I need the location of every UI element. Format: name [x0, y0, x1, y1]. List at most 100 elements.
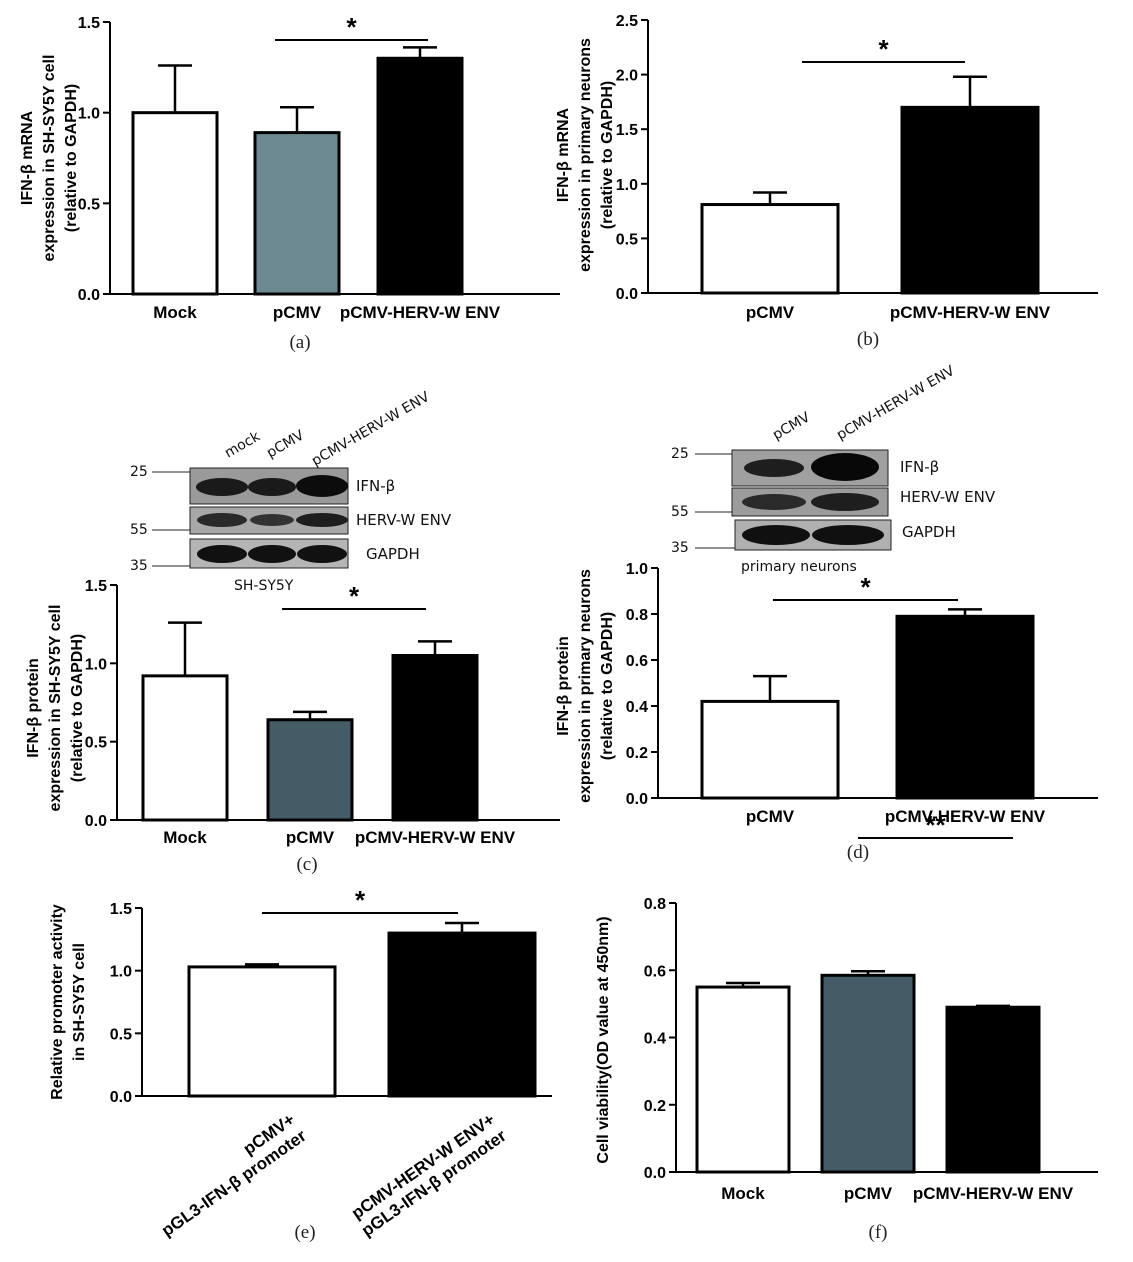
blot-band [296, 475, 348, 497]
blot-lane-label: pCMV [264, 427, 307, 461]
x-category-label: pCMV-HERV-W ENV [913, 1184, 1074, 1203]
y-tick-label: 1.5 [85, 578, 107, 595]
blot-band [197, 513, 247, 527]
bar-2 [253, 131, 341, 296]
y-axis-title-line: (relative to GAPDH) [599, 81, 616, 229]
chart-d-protein-primary-neurons: 0.0 0.2 0.4 0.6 0.8 1.0 pCMV pCMV-HERV-W ENV IFN… [555, 561, 1098, 863]
y-tick-label: 1.0 [616, 177, 638, 194]
y-axis-title: IFN-β protein expression in primary neuro… [555, 569, 616, 803]
x-category-label: pCMV [273, 303, 322, 322]
bar-3 [945, 1005, 1041, 1174]
y-tick-label: 0.5 [110, 1026, 132, 1043]
x-category-line: pCMV-HERV-W ENV+ [348, 1110, 498, 1223]
y-axis-title-line: IFN-β mRNA [19, 110, 36, 205]
bar-2 [900, 105, 1040, 295]
y-tick-label: 0.4 [626, 699, 648, 716]
y-axis-title-line: expression in primary neurons [577, 38, 594, 272]
y-axis-title-line: expression in SH-SY5Y cell [47, 605, 64, 812]
y-tick-label: 0.5 [85, 735, 107, 752]
panel-label: (b) [857, 329, 879, 350]
y-axis-title-line: Cell viability(OD value at 450nm) [595, 916, 612, 1163]
y-axis-title-line: (relative to GAPDH) [69, 634, 86, 782]
marker-label: 25 [130, 464, 148, 480]
blot-lane-label: mock [222, 428, 264, 461]
blot-lane-labels: mock pCMV pCMV-HERV-W ENV [222, 389, 433, 470]
y-tick-label: 1.0 [626, 561, 648, 578]
y-tick-label: 1.0 [110, 964, 132, 981]
significance-marker: * [346, 12, 357, 42]
y-tick-label: 0.0 [616, 286, 638, 303]
bar-2 [387, 931, 537, 1098]
y-tick-label: 0.6 [626, 653, 648, 670]
bar-1 [141, 674, 229, 822]
bar-3 [391, 654, 479, 822]
y-tick-label: 2.5 [616, 13, 638, 30]
chart-c-protein-shsy5y: 0.0 0.5 1.0 1.5 Mock pCMV pCMV-HERV-W ENV IFN-β… [25, 578, 560, 875]
y-axis-title-line: IFN-β protein [25, 658, 42, 758]
y-axis-title: Relative promoter activity in SH-SY5Y cel… [49, 904, 88, 1100]
x-category-label: Mock [163, 828, 207, 847]
chart-b-mrna-primary-neurons: 0.0 0.5 1.0 1.5 2.0 2.5 pCMV pCMV-HERV-W ENV IFN… [555, 13, 1098, 350]
y-tick-label: 1.0 [85, 656, 107, 673]
bar-2 [820, 973, 916, 1174]
bar-1 [695, 985, 791, 1174]
bar-1 [700, 699, 840, 800]
x-category-label: pCMV-HERV-W ENV [885, 807, 1046, 826]
blot-band [196, 478, 248, 496]
y-tick-label: 2.0 [616, 68, 638, 85]
significance-marker: * [878, 34, 889, 64]
y-tick-label: 1.0 [78, 106, 100, 123]
y-axis-title-line: (relative to GAPDH) [599, 612, 616, 760]
y-axis-title-line: expression in primary neurons [577, 569, 594, 803]
y-axis-title-line: expression in SH-SY5Y cell [41, 55, 58, 262]
y-tick-label: 0.8 [644, 896, 666, 913]
western-blot-primary-neurons: pCMV pCMV-HERV-W ENV 25 55 35 IFN-β HERV… [671, 363, 996, 575]
panel-label: (e) [294, 1222, 315, 1243]
y-tick-label: 0.0 [85, 813, 107, 830]
chart-a-mrna-shsy5y: 0.0 0.5 1.0 1.5 Mock pCMV pCMV-HERV-W ENV IFN-β… [19, 12, 560, 353]
blot-row-label: IFN-β [356, 477, 395, 495]
y-axis-title: IFN-β protein expression in SH-SY5Y cell (… [25, 605, 86, 812]
panel-label: (a) [289, 332, 310, 353]
x-category-label: pCMV [746, 303, 795, 322]
western-blot-shsy5y: mock pCMV pCMV-HERV-W ENV 25 55 35 IFN-β… [130, 389, 452, 594]
y-tick-label: 0.8 [626, 607, 648, 624]
significance-marker: * [860, 572, 871, 602]
chart-f-cell-viability: 0.0 0.2 0.4 0.6 0.8 Mock pCMV pCMV-HERV-W ENV Ce… [595, 810, 1098, 1243]
bar-2 [895, 614, 1035, 800]
marker-label: 25 [671, 446, 689, 462]
chart-e-promoter-activity: 0.0 0.5 1.0 1.5 pCMV+pGL3-IFN-β promoter pCMV… [49, 885, 552, 1243]
blot-band [744, 459, 804, 477]
blot-band [248, 478, 296, 496]
y-axis-title: IFN-β mRNA expression in primary neurons (… [555, 38, 616, 272]
y-tick-label: 0.0 [78, 287, 100, 304]
y-axis-title: IFN-β mRNA expression in SH-SY5Y cell (rel… [19, 55, 80, 262]
blot-row-label: GAPDH [366, 545, 420, 563]
blot-row-label: IFN-β [900, 458, 939, 476]
bar-1 [700, 203, 840, 295]
y-tick-label: 0.6 [644, 963, 666, 980]
blot-row-label: HERV-W ENV [900, 488, 996, 506]
y-axis-title-line: IFN-β mRNA [555, 107, 572, 202]
blot-band [811, 453, 879, 481]
panel-label: (d) [847, 842, 869, 863]
x-category-label: pCMV-HERV-W ENV+pGL3-IFN-β promoter [347, 1109, 510, 1240]
y-axis-title-line: in SH-SY5Y cell [71, 943, 88, 1061]
blot-row-label: GAPDH [902, 523, 956, 541]
y-tick-label: 0.2 [626, 745, 648, 762]
blot-row-label: HERV-W ENV [356, 511, 452, 529]
y-tick-label: 0.2 [644, 1098, 666, 1115]
blot-band [742, 494, 806, 510]
y-tick-label: 0.5 [78, 196, 100, 213]
marker-label: 55 [671, 504, 689, 520]
bar-3 [376, 56, 464, 296]
blot-band [248, 545, 296, 563]
blot-band [742, 525, 810, 545]
x-category-label: pCMV [844, 1184, 893, 1203]
x-category-label: pCMV-HERV-W ENV [355, 828, 516, 847]
panel-label: (c) [296, 854, 317, 875]
bar-2 [266, 718, 354, 822]
bar-1 [187, 965, 337, 1098]
y-axis-title-line: IFN-β protein [555, 636, 572, 736]
x-category-label: pCMV-HERV-W ENV [890, 303, 1051, 322]
